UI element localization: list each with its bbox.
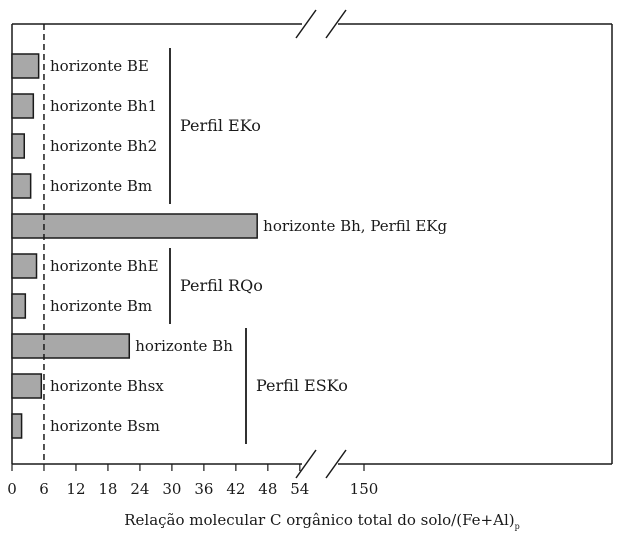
- bar: [11, 213, 258, 239]
- bar-label: horizonte BhE: [50, 257, 159, 275]
- group-label: Perfil RQo: [180, 276, 263, 295]
- bar: [11, 413, 23, 439]
- bar-label: horizonte Bh, Perfil EKg: [263, 217, 447, 235]
- bar-label: horizonte Bh: [135, 337, 233, 355]
- bar: [11, 333, 131, 359]
- group-label: Perfil ESKo: [256, 376, 348, 395]
- bar: [11, 53, 40, 79]
- x-tick-label: 48: [258, 480, 277, 498]
- bar-label: horizonte Bh1: [50, 97, 157, 115]
- bar: [11, 373, 43, 399]
- bar-label: horizonte Bhsx: [50, 377, 164, 395]
- x-axis-label-subscript: p: [515, 522, 520, 531]
- axis-break-mark-top-1: [295, 9, 317, 39]
- axis-break-mark-top-2: [325, 9, 347, 39]
- axis-break-mark-bottom-2: [325, 449, 347, 479]
- bar: [11, 253, 38, 279]
- x-ticks: 0 6 12 18 24 30 36 42 48 54 150: [7, 464, 378, 498]
- x-tick-label: 18: [98, 480, 117, 498]
- bar-label: horizonte Bm: [50, 177, 152, 195]
- bar-series: horizonte BE horizonte Bh1 horizonte Bh2 ho…: [11, 53, 448, 439]
- x-tick-label: 0: [7, 480, 17, 498]
- axis-break-mark-bottom-1: [295, 449, 317, 479]
- bar: [11, 173, 32, 199]
- x-tick-label: 12: [66, 480, 85, 498]
- x-tick-label: 150: [350, 480, 379, 498]
- group-label: Perfil EKo: [180, 116, 261, 135]
- bar: [11, 293, 27, 319]
- x-tick-label: 54: [290, 480, 309, 498]
- x-axis-label-main: Relação molecular C orgânico total do so…: [124, 511, 514, 529]
- x-tick-label: 30: [162, 480, 181, 498]
- group-brackets: Perfil EKo Perfil RQo Perfil ESKo: [169, 48, 348, 444]
- x-tick-label: 24: [130, 480, 149, 498]
- x-tick-label: 42: [226, 480, 245, 498]
- plot-frame: [11, 9, 613, 479]
- bar: [11, 93, 35, 119]
- bar-label: horizonte Bm: [50, 297, 152, 315]
- bar-label: horizonte Bsm: [50, 417, 160, 435]
- bar: [11, 133, 26, 159]
- x-tick-label: 6: [39, 480, 49, 498]
- bar-label: horizonte BE: [50, 57, 149, 75]
- bar-label: horizonte Bh2: [50, 137, 157, 155]
- x-axis-label: Relação molecular C orgânico total do so…: [124, 511, 519, 531]
- x-tick-label: 36: [194, 480, 213, 498]
